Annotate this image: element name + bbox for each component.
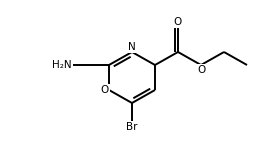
Text: N: N (128, 42, 136, 52)
Text: O: O (101, 85, 109, 95)
Text: Br: Br (126, 122, 138, 132)
Text: O: O (197, 65, 205, 75)
Text: H₂N: H₂N (52, 60, 72, 70)
Text: O: O (174, 17, 182, 27)
